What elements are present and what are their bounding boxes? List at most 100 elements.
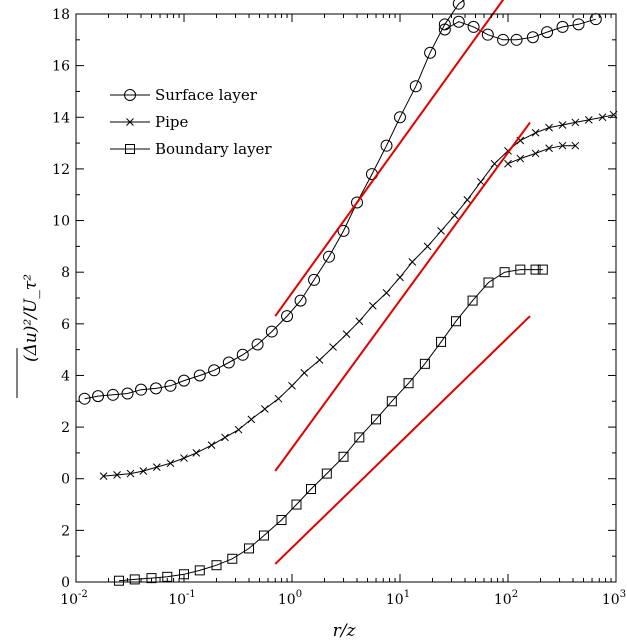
data-point [571, 118, 580, 127]
data-point [294, 294, 307, 307]
series-line [84, 0, 465, 400]
data-point [92, 390, 105, 403]
data-point [194, 565, 205, 576]
data-point [274, 394, 283, 403]
data-point [276, 515, 287, 526]
data-point [556, 20, 569, 33]
data-point [322, 250, 335, 263]
data-point [178, 374, 190, 387]
series-4 [113, 264, 548, 586]
data-point [438, 23, 451, 36]
fit-line [274, 121, 531, 472]
data-point [221, 433, 229, 442]
data-point [288, 381, 296, 390]
data-point [291, 499, 302, 510]
legend-entry: Surface layer [110, 86, 258, 104]
data-point [149, 382, 162, 395]
data-point [244, 543, 255, 554]
legend-label: Boundary layer [155, 140, 272, 158]
data-point [251, 338, 264, 351]
series-2 [99, 110, 618, 480]
data-point [516, 154, 525, 163]
data-point [436, 336, 447, 347]
x-tick-label: 10-2 [60, 589, 88, 608]
fit-line [274, 0, 505, 317]
data-point [211, 560, 222, 571]
data-point [510, 33, 523, 46]
data-point [423, 242, 432, 251]
series-layer [78, 0, 618, 586]
y-tick-label: 2 [61, 523, 70, 539]
data-point [368, 301, 377, 310]
data-point [329, 343, 337, 351]
data-point [337, 224, 350, 237]
data-point [192, 449, 201, 457]
data-point [265, 325, 278, 338]
data-point [247, 415, 256, 424]
data-point [450, 316, 461, 327]
data-point [598, 113, 607, 122]
y-axis-title: (Δu)²/U_τ² [21, 274, 41, 362]
data-point [227, 553, 238, 564]
data-point [531, 149, 540, 158]
y-tick-label: 10 [52, 214, 70, 230]
y-tick-label: 6 [61, 317, 70, 333]
data-point [121, 387, 134, 400]
y-tick-label: 0 [61, 472, 70, 488]
data-point [338, 451, 349, 462]
data-point [193, 369, 206, 382]
data-point [281, 310, 294, 323]
data-point [467, 20, 480, 33]
legend-entry: Boundary layer [110, 140, 272, 158]
y-tick-label: 2 [61, 420, 70, 436]
legend-marker [125, 144, 135, 154]
data-point [396, 273, 404, 282]
series-line [103, 114, 614, 477]
data-point [558, 121, 567, 129]
y-axis-title-group: (Δu)²/U_τ² [16, 274, 41, 398]
x-tick-label: 100 [278, 589, 302, 608]
x-tick-label: 10-1 [168, 589, 196, 608]
data-point [306, 484, 317, 495]
data-point [490, 159, 499, 168]
data-point [236, 348, 249, 361]
data-point [321, 468, 332, 479]
x-tick-label: 101 [386, 589, 410, 608]
data-point [260, 405, 269, 413]
data-point [408, 258, 417, 266]
legend-marker [124, 89, 136, 101]
data-point [308, 273, 321, 286]
series-line [507, 145, 576, 165]
data-point [300, 369, 309, 377]
data-point [139, 467, 148, 475]
data-point [504, 159, 512, 168]
data-point [463, 196, 472, 204]
series-1 [438, 13, 602, 46]
x-tick-label: 103 [602, 589, 626, 608]
data-point [499, 267, 510, 278]
data-point [450, 211, 459, 220]
data-point [403, 378, 414, 389]
fit-line [274, 315, 531, 565]
data-point [166, 459, 175, 468]
data-point [483, 277, 494, 288]
data-point [135, 383, 148, 396]
y-tick-label: 8 [61, 265, 70, 281]
data-point [515, 264, 526, 275]
data-point [497, 33, 510, 46]
data-point [541, 26, 554, 39]
data-point [354, 432, 365, 443]
legend-label: Surface layer [155, 86, 258, 104]
data-point [481, 28, 494, 41]
data-point [164, 379, 177, 392]
legend-entry: Pipe [110, 113, 188, 131]
data-point [152, 463, 161, 471]
axes-layer: 10-2 10-1 100 101 102 103 0 2 0 2 4 6 8 10 12 14 16 18 [52, 7, 626, 608]
data-point [99, 472, 108, 480]
data-point [438, 18, 451, 31]
y-tick-label: 12 [52, 162, 70, 178]
data-point [146, 573, 157, 584]
data-point [537, 264, 548, 275]
data-point [180, 454, 188, 462]
legend-marker [126, 118, 134, 126]
